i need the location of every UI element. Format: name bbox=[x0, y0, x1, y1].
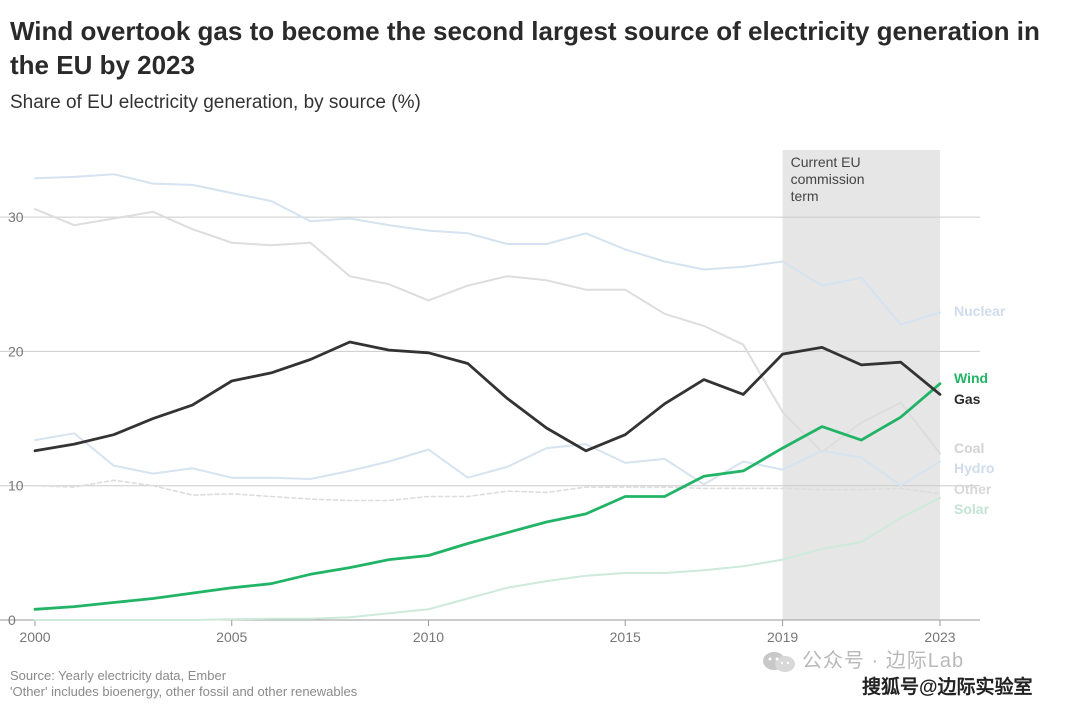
series-line-hydro bbox=[34, 432, 941, 487]
series-line-wind bbox=[33, 382, 942, 611]
commission-term-band bbox=[782, 150, 940, 620]
watermark-text-1: 公众号 · 边际Lab bbox=[802, 650, 965, 672]
source-note: Source: Yearly electricity data, Ember '… bbox=[10, 668, 357, 700]
y-tick-label: 0 bbox=[8, 612, 16, 628]
watermark-wechat: 公众号 · 边际Lab bbox=[762, 644, 964, 673]
series-line-coal bbox=[34, 208, 941, 455]
wechat-icon bbox=[763, 651, 795, 672]
x-tick-label: 2019 bbox=[767, 629, 798, 645]
legend-label-nuclear: Nuclear bbox=[954, 303, 1006, 319]
series-line-other bbox=[34, 479, 941, 502]
annotation-line: Current EU bbox=[791, 154, 861, 170]
legend-label-wind: Wind bbox=[954, 370, 988, 386]
series-line-solar bbox=[34, 496, 941, 621]
x-tick-label: 2005 bbox=[216, 629, 247, 645]
legend-label-gas: Gas bbox=[954, 391, 981, 407]
x-tick-label: 2023 bbox=[924, 629, 955, 645]
source-line-2: 'Other' includes bioenergy, other fossil… bbox=[10, 684, 358, 699]
y-tick-label: 20 bbox=[8, 343, 24, 359]
series-line-gas bbox=[33, 340, 942, 453]
chart-subtitle: Share of EU electricity generation, by s… bbox=[10, 92, 421, 113]
source-line-1: Source: Yearly electricity data, Ember bbox=[10, 668, 227, 683]
legend-label-solar: Solar bbox=[954, 501, 990, 517]
annotation-line: term bbox=[791, 188, 819, 204]
annotation-line: commission bbox=[791, 171, 865, 187]
chart-title: Wind overtook gas to become the second l… bbox=[10, 16, 1040, 80]
series-line-nuclear bbox=[34, 173, 941, 326]
x-tick-label: 2015 bbox=[610, 629, 641, 645]
watermark-sohu: 搜狐号@边际实验室 bbox=[862, 677, 1033, 698]
legend-label-hydro: Hydro bbox=[954, 460, 994, 476]
y-tick-label: 30 bbox=[8, 209, 24, 225]
legend-label-other: Other bbox=[954, 481, 992, 497]
x-tick-label: 2010 bbox=[413, 629, 444, 645]
x-tick-label: 2000 bbox=[19, 629, 50, 645]
legend-label-coal: Coal bbox=[954, 440, 984, 456]
y-tick-label: 10 bbox=[8, 478, 24, 494]
